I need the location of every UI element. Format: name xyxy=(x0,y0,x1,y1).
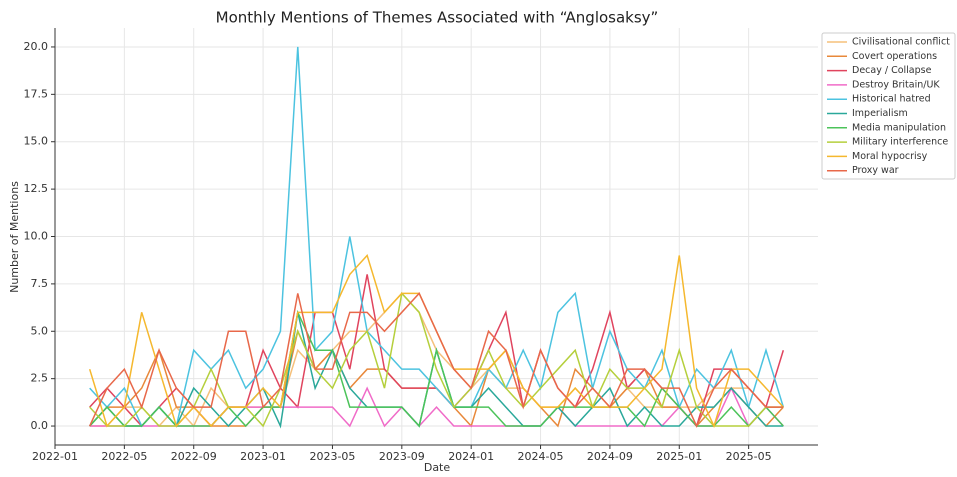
legend-label: Moral hypocrisy xyxy=(852,151,928,162)
legend-label: Proxy war xyxy=(852,165,899,176)
y-tick-label: 20.0 xyxy=(24,40,49,53)
series-line xyxy=(89,46,785,428)
legend-box xyxy=(821,32,956,180)
y-tick-label: 15.0 xyxy=(24,135,49,148)
legend-label: Military interference xyxy=(852,137,948,148)
x-tick-label: 2024-09 xyxy=(587,450,633,463)
x-tick-label: 2025-01 xyxy=(656,450,702,463)
y-tick-label: 2.5 xyxy=(31,372,49,385)
legend-label: Civilisational conflict xyxy=(852,37,950,48)
y-tick-label: 0.0 xyxy=(31,419,49,432)
series-line xyxy=(89,309,784,428)
x-tick-label: 2023-05 xyxy=(309,450,355,463)
x-tick-label: 2022-05 xyxy=(101,450,147,463)
y-tick-label: 7.5 xyxy=(31,277,49,290)
legend-label: Media manipulation xyxy=(852,122,946,133)
series-line xyxy=(88,292,784,428)
x-tick-label: 2024-05 xyxy=(518,450,564,463)
y-tick-label: 17.5 xyxy=(24,87,49,100)
x-tick-label: 2023-09 xyxy=(379,450,425,463)
x-tick-label: 2025-05 xyxy=(726,450,772,463)
x-axis-label: Date xyxy=(424,461,451,474)
legend: Civilisational conflict Covert operations… xyxy=(821,32,956,180)
x-tick-label: 2022-09 xyxy=(171,450,217,463)
y-tick-label: 12.5 xyxy=(24,182,49,195)
legend-label: Covert operations xyxy=(852,51,937,62)
y-tick-label: 10.0 xyxy=(24,230,49,243)
x-tick-label: 2022-01 xyxy=(32,450,78,463)
legend-label: Decay / Collapse xyxy=(852,65,932,76)
legend-label: Destroy Britain/UK xyxy=(852,79,940,90)
x-tick-label: 2024-01 xyxy=(448,450,494,463)
legend-label: Historical hatred xyxy=(852,94,931,105)
chart-title: Monthly Mentions of Themes Associated wi… xyxy=(216,9,659,27)
y-tick-label: 5.0 xyxy=(31,324,49,337)
x-tick-label: 2023-01 xyxy=(240,450,286,463)
y-axis-label: Number of Mentions xyxy=(8,181,21,293)
legend-label: Imperialism xyxy=(852,108,908,119)
